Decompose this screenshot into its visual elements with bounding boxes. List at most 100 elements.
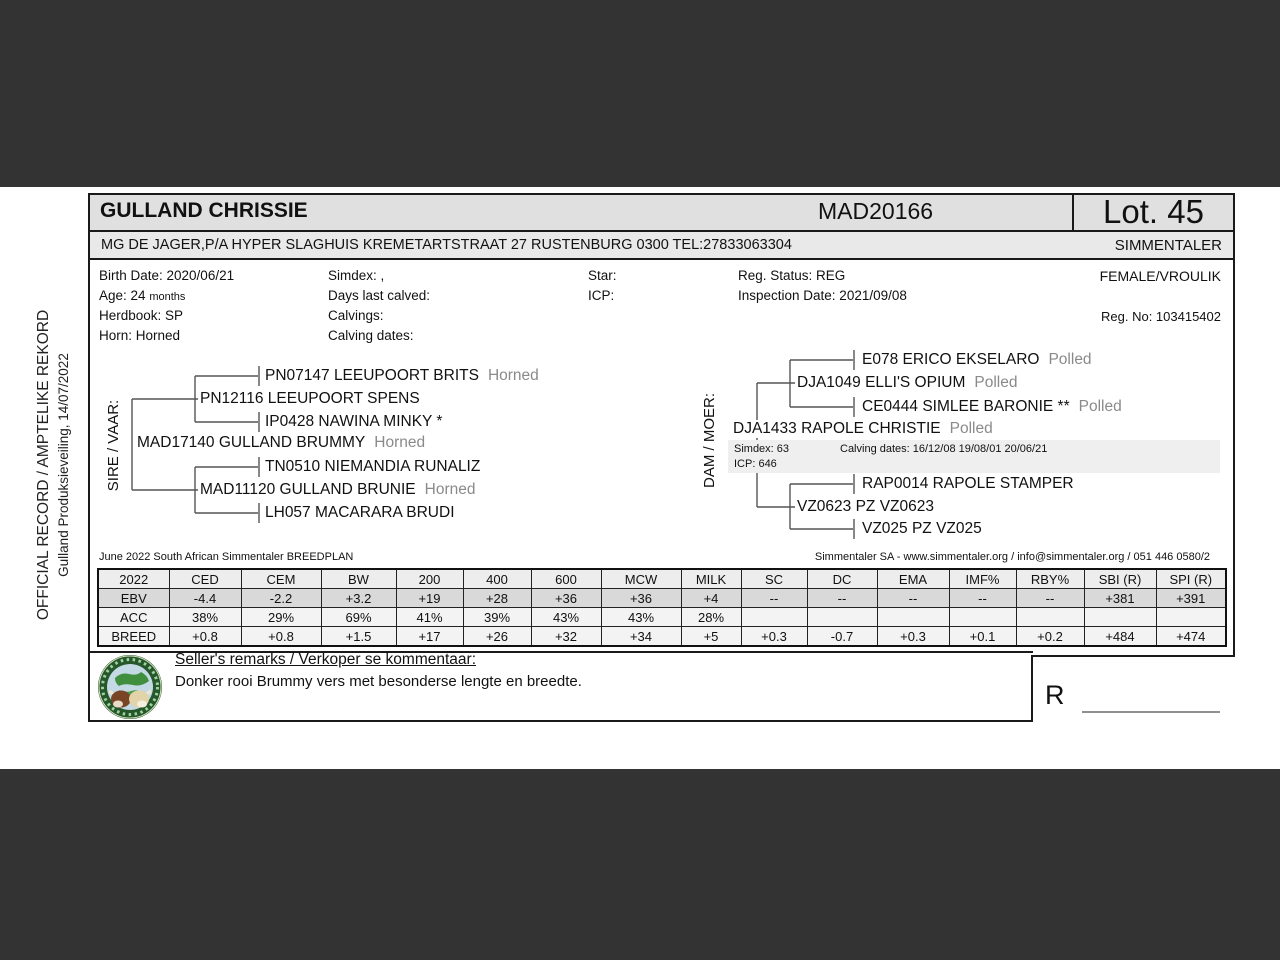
table-cell: -0.7: [806, 626, 878, 647]
pedigree-name: DJA1433 RAPOLE CHRISTIE: [733, 420, 941, 437]
table-row-label: EBV: [97, 588, 170, 608]
horn-tag: Polled: [1078, 398, 1122, 415]
table-cell: +0.2: [1015, 626, 1085, 647]
pedigree-dam-sire: DJA1049 ELLI'S OPIUM Polled: [797, 374, 1021, 392]
herdbook: Herdbook: SP: [99, 308, 184, 323]
simmentaler-logo-icon: [98, 655, 162, 719]
pedigree-name: RAP0014 RAPOLE STAMPER: [862, 475, 1074, 492]
simdex: Simdex: ,: [328, 268, 385, 283]
pedigree-dam-sire-dam: CE0444 SIMLEE BARONIE ** Polled: [862, 398, 1122, 416]
simmentaler-contact: Simmentaler SA - www.simmentaler.org / i…: [814, 551, 1210, 563]
table-header-cell: 400: [462, 568, 532, 589]
table-cell: -2.2: [240, 588, 322, 608]
table-row-label: BREED: [97, 626, 170, 647]
table-cell: +0.3: [740, 626, 808, 647]
table-cell: 38%: [168, 607, 242, 627]
table-header-cell: SPI (R): [1155, 568, 1227, 589]
horn-tag: Horned: [424, 481, 476, 498]
dam-label: DAM / MOER:: [701, 392, 719, 489]
table-cell: [876, 607, 950, 627]
card-border-left: [88, 193, 90, 722]
table-cell: 39%: [462, 607, 532, 627]
table-header-cell: IMF%: [948, 568, 1017, 589]
table-cell: [948, 607, 1017, 627]
days-last-calved: Days last calved:: [328, 288, 431, 303]
table-cell: [1083, 607, 1157, 627]
pedigree-name: MAD17140 GULLAND BRUMMY: [137, 434, 366, 451]
star: Star:: [588, 268, 617, 283]
table-cell: +391: [1155, 588, 1227, 608]
table-header-cell: BW: [320, 568, 397, 589]
pedigree-sire-dam: MAD11120 GULLAND BRUNIE Horned: [200, 481, 475, 499]
table-cell: [1155, 607, 1227, 627]
table-cell: [1015, 607, 1085, 627]
side-label-line2: Gulland Produksieveiling, 14/07/2022: [55, 353, 71, 577]
table-cell: +26: [462, 626, 532, 647]
table-cell: +1.5: [320, 626, 397, 647]
table-cell: +0.8: [240, 626, 322, 647]
table-header-cell: MCW: [600, 568, 682, 589]
table-cell: +0.1: [948, 626, 1017, 647]
card-border-right: [1233, 193, 1235, 657]
dam-icp: ICP: 646: [734, 458, 777, 470]
owner-line: MG DE JAGER,P/A HYPER SLAGHUIS KREMETART…: [101, 237, 792, 253]
reg-status: Reg. Status: REG: [738, 268, 846, 283]
table-cell: +36: [600, 588, 682, 608]
table-cell: +0.3: [876, 626, 950, 647]
pedigree-name: CE0444 SIMLEE BARONIE **: [862, 398, 1070, 415]
dam-calving-dates: Calving dates: 16/12/08 19/08/01 20/06/2…: [840, 443, 1048, 455]
icp: ICP:: [588, 288, 615, 303]
breedplan-table: 2022 CED CEM BW 200 400 600 MCW MILK SC DC EMA IMF% R…: [97, 568, 1227, 647]
age-value: Age: 24: [99, 288, 146, 303]
table-cell: +34: [600, 626, 682, 647]
animal-id: MAD20166: [818, 198, 934, 224]
table-header-cell: SC: [740, 568, 808, 589]
table-cell: 69%: [320, 607, 397, 627]
table-cell: +474: [1155, 626, 1227, 647]
remarks-text: Donker rooi Brummy vers met besonderse l…: [175, 673, 582, 690]
pedigree-dam-dam-dam: VZ025 PZ VZ025: [862, 520, 982, 538]
table-header-row: 2022 CED CEM BW 200 400 600 MCW MILK SC DC EMA IMF% R…: [97, 568, 1227, 589]
pedigree-name: PN12116 LEEUPOORT SPENS: [200, 390, 420, 407]
pedigree-name: LH057 MACARARA BRUDI: [265, 504, 455, 521]
horn-tag: Horned: [487, 367, 539, 384]
pedigree-sire-dam-sire: TN0510 NIEMANDIA RUNALIZ: [265, 458, 480, 476]
table-header-cell: CED: [168, 568, 242, 589]
animal-name: GULLAND CHRISSIE: [100, 199, 308, 222]
table-cell: +0.8: [168, 626, 242, 647]
table-cell: --: [740, 588, 808, 608]
pedigree-name: PN07147 LEEUPOORT BRITS: [265, 367, 479, 384]
table-cell: +5: [680, 626, 742, 647]
table-row-breed: BREED +0.8 +0.8 +1.5 +17 +26 +32 +34 +5 +0.3 -0.7 +…: [97, 626, 1227, 647]
notch-border-top: [1031, 655, 1235, 657]
table-header-cell: SBI (R): [1083, 568, 1157, 589]
side-label-line1: OFFICIAL RECORD / AMPTELIKE REKORD: [35, 309, 52, 621]
table-cell: +381: [1083, 588, 1157, 608]
pedigree-dam-sire-sire: E078 ERICO EKSELARO Polled: [862, 351, 1092, 369]
lot-number: Lot. 45: [1103, 193, 1204, 230]
official-record-side-label: OFFICIAL RECORD / AMPTELIKE REKORD Gulla…: [34, 225, 90, 705]
table-cell: 29%: [240, 607, 322, 627]
table-cell: 41%: [395, 607, 464, 627]
horn-tag: Polled: [1048, 351, 1092, 368]
lot-divider: [1072, 195, 1074, 230]
table-header-cell: CEM: [240, 568, 322, 589]
table-cell: [740, 607, 808, 627]
dam-info-box: Simdex: 63 Calving dates: 16/12/08 19/08…: [728, 440, 1220, 473]
table-cell: --: [876, 588, 950, 608]
pedigree-name: TN0510 NIEMANDIA RUNALIZ: [265, 458, 481, 475]
pedigree-name: E078 ERICO EKSELARO: [862, 351, 1040, 368]
calving-dates: Calving dates:: [328, 328, 414, 343]
table-cell: [806, 607, 878, 627]
table-cell: --: [1015, 588, 1085, 608]
address-bar: MG DE JAGER,P/A HYPER SLAGHUIS KREMETART…: [90, 232, 1233, 260]
table-cell: 43%: [530, 607, 602, 627]
pedigree-connector-lines: [131, 350, 855, 539]
pedigree-sire-sire-dam: IP0428 NAWINA MINKY *: [265, 413, 442, 431]
age-unit: months: [149, 291, 186, 303]
table-cell: +32: [530, 626, 602, 647]
price-currency: R: [1045, 680, 1065, 710]
pedigree-name: DJA1049 ELLI'S OPIUM: [797, 374, 966, 391]
pedigree-dam-dam: VZ0623 PZ VZ0623: [797, 498, 937, 516]
table-row-label: ACC: [97, 607, 170, 627]
